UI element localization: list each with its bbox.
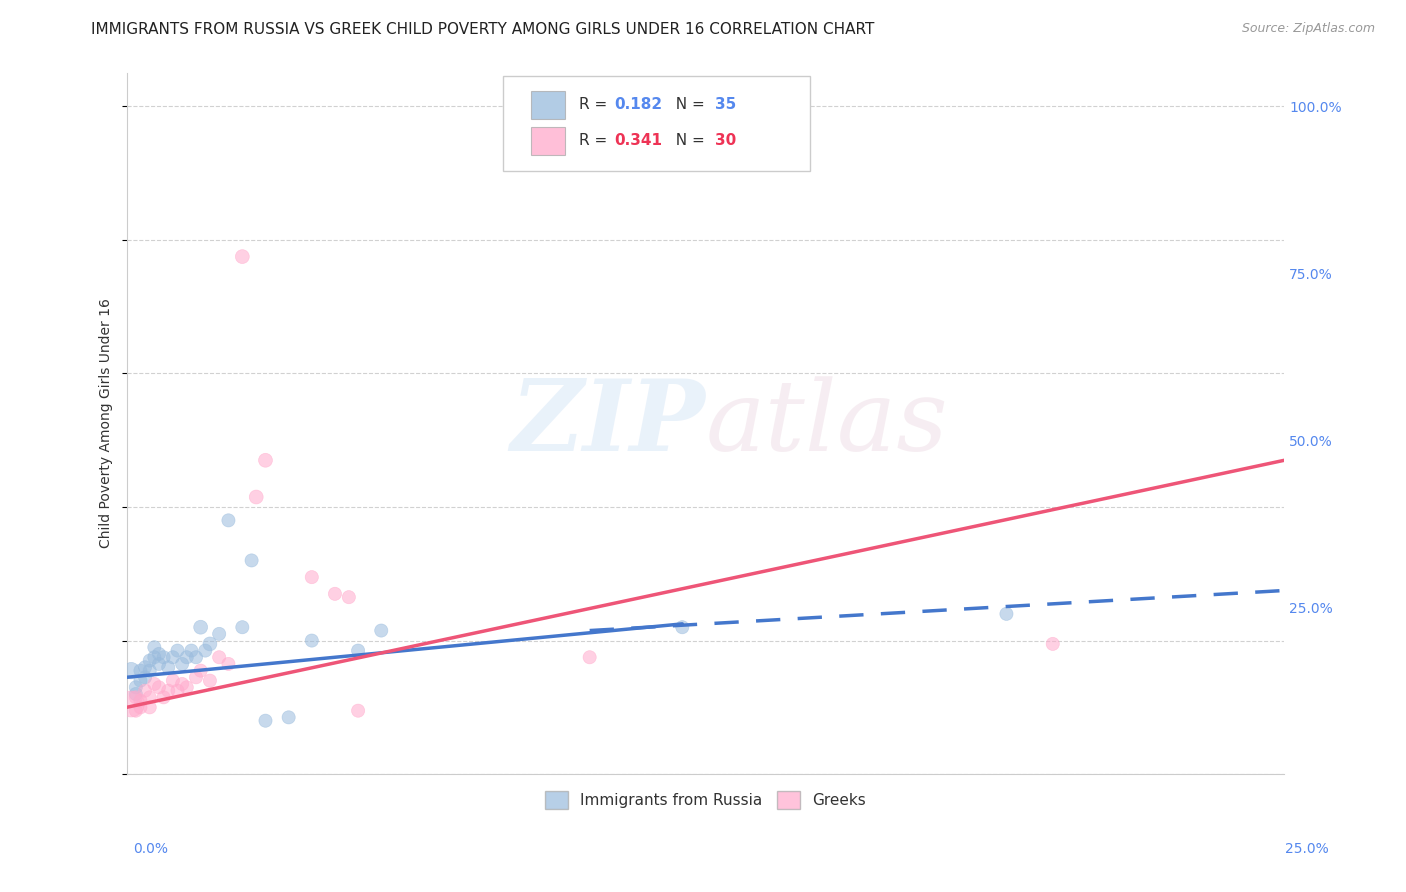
Point <box>129 700 152 714</box>
Text: 25.0%: 25.0% <box>1285 842 1329 856</box>
FancyBboxPatch shape <box>530 90 565 119</box>
Point <box>143 677 166 691</box>
Point <box>152 650 174 665</box>
Point <box>198 637 221 651</box>
Point <box>208 650 231 665</box>
Legend: Immigrants from Russia, Greeks: Immigrants from Russia, Greeks <box>538 785 872 815</box>
Point <box>254 714 277 728</box>
Point <box>148 647 170 661</box>
Text: IMMIGRANTS FROM RUSSIA VS GREEK CHILD POVERTY AMONG GIRLS UNDER 16 CORRELATION C: IMMIGRANTS FROM RUSSIA VS GREEK CHILD PO… <box>91 22 875 37</box>
Text: ZIP: ZIP <box>510 376 706 472</box>
Point <box>143 650 166 665</box>
Point <box>129 694 152 708</box>
Point <box>231 620 253 634</box>
Point <box>240 553 263 567</box>
Point <box>134 670 156 684</box>
Point <box>125 681 148 695</box>
Point <box>138 690 160 705</box>
Point <box>152 690 174 705</box>
Text: Source: ZipAtlas.com: Source: ZipAtlas.com <box>1241 22 1375 36</box>
Point <box>370 624 392 638</box>
Point <box>176 681 198 695</box>
Text: 30: 30 <box>714 134 735 148</box>
Point <box>1042 637 1064 651</box>
FancyBboxPatch shape <box>503 77 810 171</box>
Point <box>194 643 217 657</box>
Text: 35: 35 <box>714 97 735 112</box>
Text: N =: N = <box>666 97 710 112</box>
Point <box>157 660 180 674</box>
Point <box>217 657 239 671</box>
Point <box>231 250 253 264</box>
Point <box>172 677 194 691</box>
Point <box>347 704 370 718</box>
Point <box>301 570 323 584</box>
Point <box>166 683 188 698</box>
Point <box>190 620 212 634</box>
Point <box>277 710 299 724</box>
Point <box>347 643 370 657</box>
Point <box>254 453 277 467</box>
Point <box>129 664 152 678</box>
Point <box>134 683 156 698</box>
Point <box>995 607 1018 621</box>
Point <box>166 643 188 657</box>
Point <box>172 657 194 671</box>
Point <box>138 654 160 668</box>
Y-axis label: Child Poverty Among Girls Under 16: Child Poverty Among Girls Under 16 <box>100 299 114 549</box>
Point <box>578 650 600 665</box>
Point <box>120 697 142 711</box>
Point <box>129 673 152 688</box>
Point <box>245 490 267 504</box>
Point <box>208 627 231 641</box>
Text: 0.182: 0.182 <box>614 97 662 112</box>
Point <box>184 650 207 665</box>
Point <box>671 620 693 634</box>
FancyBboxPatch shape <box>530 127 565 155</box>
Point <box>148 657 170 671</box>
Point <box>217 513 239 527</box>
Text: 0.0%: 0.0% <box>134 842 169 856</box>
Point <box>198 673 221 688</box>
Point <box>337 590 360 604</box>
Text: 0.341: 0.341 <box>614 134 662 148</box>
Point <box>120 664 142 678</box>
Point <box>184 670 207 684</box>
Point <box>134 660 156 674</box>
Point <box>190 664 212 678</box>
Point <box>125 687 148 701</box>
Point <box>323 587 346 601</box>
Point <box>143 640 166 655</box>
Point <box>125 690 148 705</box>
Text: R =: R = <box>579 134 613 148</box>
Point <box>138 700 160 714</box>
Point <box>162 650 184 665</box>
Text: N =: N = <box>666 134 710 148</box>
Point <box>125 704 148 718</box>
Point <box>157 683 180 698</box>
Point <box>176 650 198 665</box>
Point <box>138 664 160 678</box>
Point <box>148 681 170 695</box>
Text: atlas: atlas <box>706 376 948 471</box>
Text: R =: R = <box>579 97 613 112</box>
Point <box>301 633 323 648</box>
Point <box>180 643 202 657</box>
Point <box>162 673 184 688</box>
